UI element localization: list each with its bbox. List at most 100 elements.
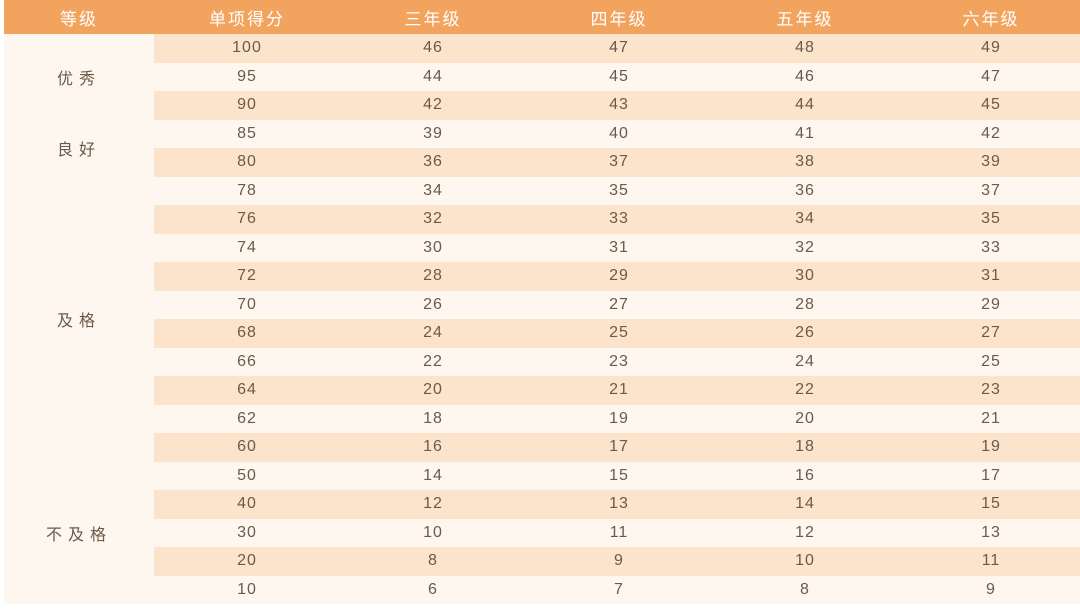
grade-cell: 10 (340, 519, 526, 548)
grade-cell: 8 (712, 576, 898, 605)
table-row: 6218192021 (4, 405, 1080, 434)
level-cell: 优秀 (4, 34, 154, 120)
table-row: 7430313233 (4, 234, 1080, 263)
grade-cell: 45 (898, 91, 1080, 120)
table-row: 6824252627 (4, 319, 1080, 348)
grade-cell: 39 (898, 148, 1080, 177)
grade-cell: 32 (712, 234, 898, 263)
grade-cell: 42 (898, 120, 1080, 149)
grade-cell: 13 (526, 490, 712, 519)
grade-cell: 27 (526, 291, 712, 320)
grade-cell: 45 (526, 63, 712, 92)
grade-cell: 28 (340, 262, 526, 291)
grade-cell: 8 (340, 547, 526, 576)
grade-cell: 33 (898, 234, 1080, 263)
grade-cell: 15 (526, 462, 712, 491)
table-row: 良好8539404142 (4, 120, 1080, 149)
header-grade5: 五年级 (712, 0, 898, 34)
level-cell: 及格 (4, 177, 154, 462)
score-cell: 66 (154, 348, 340, 377)
score-cell: 70 (154, 291, 340, 320)
table-row: 7026272829 (4, 291, 1080, 320)
score-cell: 76 (154, 205, 340, 234)
table-row: 优秀10046474849 (4, 34, 1080, 63)
score-cell: 90 (154, 91, 340, 120)
table-row: 及格7834353637 (4, 177, 1080, 206)
grade-cell: 17 (898, 462, 1080, 491)
grade-cell: 10 (712, 547, 898, 576)
grade-cell: 30 (712, 262, 898, 291)
grade-cell: 31 (526, 234, 712, 263)
score-cell: 50 (154, 462, 340, 491)
grade-cell: 24 (712, 348, 898, 377)
grade-cell: 47 (898, 63, 1080, 92)
grade-cell: 16 (712, 462, 898, 491)
grade-cell: 11 (898, 547, 1080, 576)
grade-cell: 34 (340, 177, 526, 206)
grade-cell: 17 (526, 433, 712, 462)
grade-cell: 43 (526, 91, 712, 120)
header-grade6: 六年级 (898, 0, 1080, 34)
grade-cell: 28 (712, 291, 898, 320)
grade-cell: 44 (712, 91, 898, 120)
score-cell: 68 (154, 319, 340, 348)
grade-cell: 6 (340, 576, 526, 605)
grade-cell: 21 (526, 376, 712, 405)
grade-cell: 22 (340, 348, 526, 377)
grade-cell: 26 (712, 319, 898, 348)
grade-cell: 29 (526, 262, 712, 291)
grade-cell: 29 (898, 291, 1080, 320)
table-row: 106789 (4, 576, 1080, 605)
grade-cell: 46 (712, 63, 898, 92)
grade-cell: 31 (898, 262, 1080, 291)
table-row: 不及格5014151617 (4, 462, 1080, 491)
grade-cell: 18 (340, 405, 526, 434)
score-cell: 100 (154, 34, 340, 63)
grade-cell: 18 (712, 433, 898, 462)
score-cell: 72 (154, 262, 340, 291)
score-cell: 80 (154, 148, 340, 177)
grade-cell: 44 (340, 63, 526, 92)
header-level: 等级 (4, 0, 154, 34)
grade-cell: 13 (898, 519, 1080, 548)
score-table-container: 等级 单项得分 三年级 四年级 五年级 六年级 优秀10046474849954… (0, 0, 1080, 604)
header-grade4: 四年级 (526, 0, 712, 34)
level-cell: 不及格 (4, 462, 154, 605)
grade-cell: 12 (340, 490, 526, 519)
grade-cell: 23 (898, 376, 1080, 405)
grade-cell: 47 (526, 34, 712, 63)
score-cell: 30 (154, 519, 340, 548)
table-row: 8036373839 (4, 148, 1080, 177)
score-cell: 85 (154, 120, 340, 149)
score-cell: 10 (154, 576, 340, 605)
grade-cell: 20 (712, 405, 898, 434)
table-row: 7632333435 (4, 205, 1080, 234)
grade-cell: 22 (712, 376, 898, 405)
table-row: 20891011 (4, 547, 1080, 576)
score-cell: 40 (154, 490, 340, 519)
table-header-row: 等级 单项得分 三年级 四年级 五年级 六年级 (4, 0, 1080, 34)
grade-cell: 39 (340, 120, 526, 149)
score-cell: 64 (154, 376, 340, 405)
score-cell: 60 (154, 433, 340, 462)
grade-cell: 25 (526, 319, 712, 348)
score-cell: 78 (154, 177, 340, 206)
grade-cell: 41 (712, 120, 898, 149)
grade-cell: 16 (340, 433, 526, 462)
grade-cell: 37 (526, 148, 712, 177)
grade-cell: 40 (526, 120, 712, 149)
grade-cell: 14 (340, 462, 526, 491)
header-grade3: 三年级 (340, 0, 526, 34)
grade-cell: 14 (712, 490, 898, 519)
grade-cell: 26 (340, 291, 526, 320)
level-cell: 良好 (4, 120, 154, 177)
grade-cell: 34 (712, 205, 898, 234)
grade-cell: 36 (340, 148, 526, 177)
grade-cell: 24 (340, 319, 526, 348)
score-cell: 20 (154, 547, 340, 576)
grade-cell: 37 (898, 177, 1080, 206)
grade-cell: 12 (712, 519, 898, 548)
grade-cell: 38 (712, 148, 898, 177)
grade-cell: 9 (526, 547, 712, 576)
table-row: 9544454647 (4, 63, 1080, 92)
